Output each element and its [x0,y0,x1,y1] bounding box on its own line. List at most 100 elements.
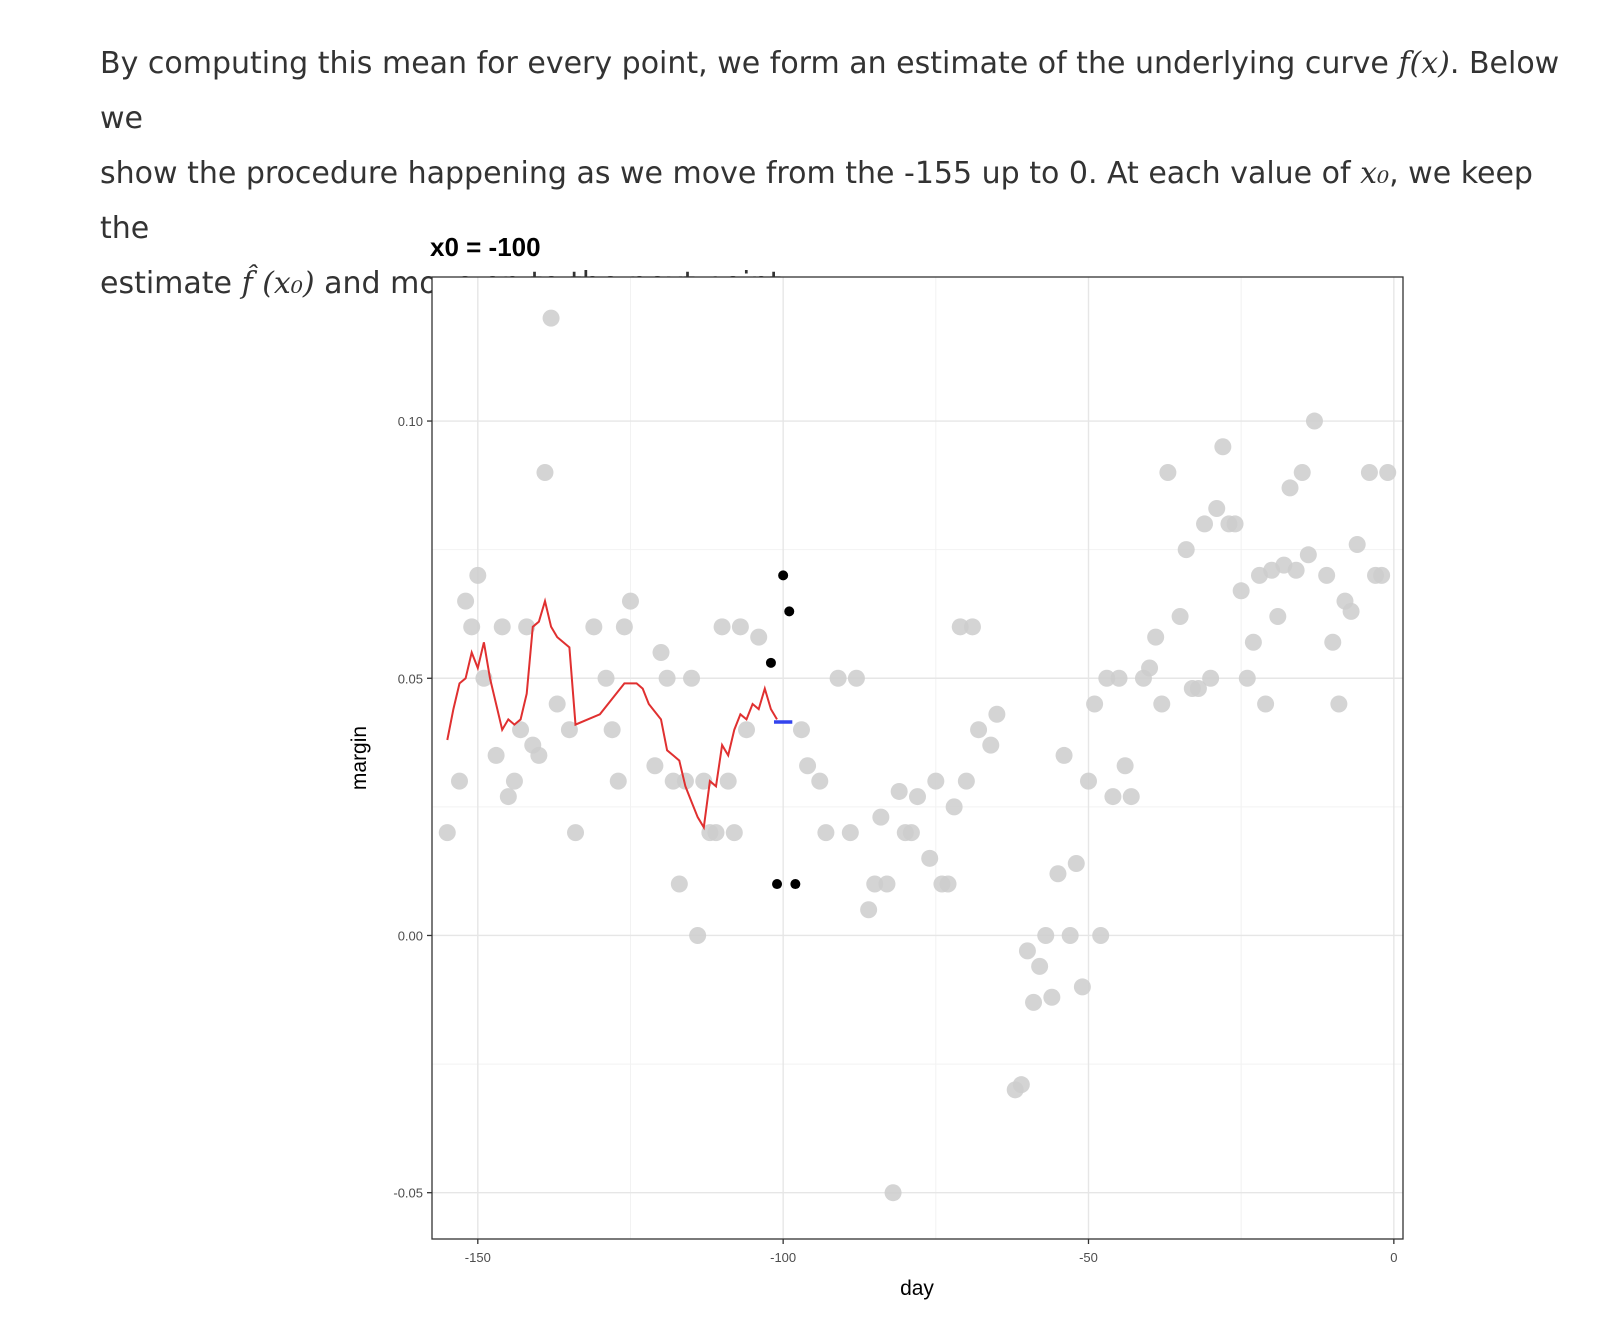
line-2: show the procedure happening as we move … [100,156,1533,246]
data-point [1257,695,1275,713]
data-point [475,669,493,687]
data-point [1049,865,1067,883]
data-point [713,618,731,636]
data-point [1147,628,1165,646]
data-point [1293,463,1311,481]
data-point [731,618,749,636]
data-point [597,669,615,687]
data-point [560,721,578,739]
data-point [609,772,627,790]
highlighted-point [778,570,789,581]
data-point [1244,633,1262,651]
y-tick-label: 0.10 [398,414,423,429]
y-axis-ticks: -0.05 0.00 0.05 0.10 [393,414,432,1201]
data-point [1055,746,1073,764]
data-point [847,669,865,687]
data-point [707,824,725,842]
data-point [695,772,713,790]
data-point [817,824,835,842]
x-tick-label: -100 [770,1250,796,1265]
data-point [1305,412,1323,430]
data-point [457,592,475,610]
data-point [829,669,847,687]
data-point [738,721,756,739]
data-point [1018,942,1036,960]
data-point [1116,757,1134,775]
data-point [884,1184,902,1202]
y-axis-label: margin [348,726,371,790]
data-point [866,875,884,893]
data-point [658,669,676,687]
data-point [1281,479,1299,497]
grid [432,277,1403,1239]
data-point [1202,669,1220,687]
data-point [921,849,939,867]
data-point [487,746,505,764]
data-point [664,772,682,790]
data-point [548,695,566,713]
data-point [909,788,926,806]
data-point [1330,695,1348,713]
data-point [621,592,639,610]
data-point [1360,463,1378,481]
data-point [1324,633,1342,651]
data-point [493,618,511,636]
highlighted-point [784,606,795,617]
data-point [512,721,530,739]
data-point [970,721,988,739]
data-point [1196,515,1214,533]
data-point [1299,546,1317,564]
data-point [1025,993,1043,1011]
data-point [1086,695,1104,713]
data-point [646,757,664,775]
data-point [1171,608,1189,626]
data-point [1012,1076,1030,1094]
data-point [505,772,523,790]
data-point [1141,659,1159,677]
data-point [1061,926,1079,944]
data-point [567,824,585,842]
data-point [1177,541,1195,559]
data-point [1073,978,1091,996]
data-point [957,772,975,790]
data-point [1379,463,1397,481]
data-point [1238,669,1256,687]
data-point [1342,602,1360,620]
data-point [872,808,890,826]
data-point [676,772,694,790]
data-point [536,463,554,481]
data-point [1318,566,1336,584]
data-point [1079,772,1097,790]
x-axis-label: day [900,1277,934,1300]
data-point [860,901,878,919]
data-point [652,644,670,662]
data-point [1226,515,1244,533]
data-point [1153,695,1171,713]
x-tick-label: 0 [1390,1250,1397,1265]
math-x0: x₀ [1360,156,1390,191]
data-point [750,628,768,646]
data-point [982,736,1000,754]
data-point [1269,608,1287,626]
data-point [530,746,548,764]
data-point [902,824,920,842]
data-point [792,721,810,739]
explanation-paragraph: By computing this mean for every point, … [100,36,1590,311]
data-point [988,705,1006,723]
data-point [927,772,945,790]
data-point [469,566,487,584]
data-point [878,875,896,893]
fit-line [446,597,778,831]
data-point [450,772,468,790]
chart-title: x0 = -100 [430,232,541,262]
highlighted-point [790,879,801,890]
y-tick-label: -0.05 [393,1186,423,1201]
x-axis-ticks: -150 -100 -50 0 [465,1239,1397,1265]
highlighted-points-layer [765,570,801,890]
data-point [1208,499,1226,517]
data-point [585,618,603,636]
data-point [719,772,737,790]
data-point [951,618,969,636]
y-tick-label: 0.05 [398,671,423,686]
data-point [518,618,536,636]
